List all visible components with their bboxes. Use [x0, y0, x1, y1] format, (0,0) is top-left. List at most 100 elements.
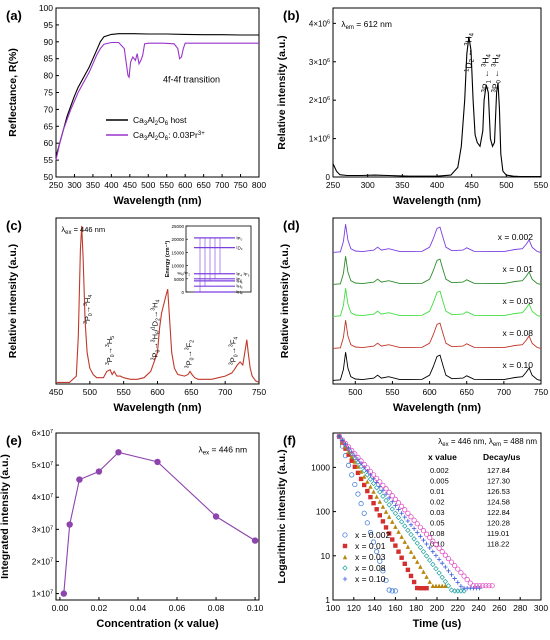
data-point — [368, 494, 373, 500]
x-tick-label: 220 — [451, 603, 465, 613]
x-tick-label: 500 — [83, 387, 97, 397]
data-point — [393, 543, 398, 548]
energy-level-label: ³H₅ — [236, 284, 243, 289]
series-label: x = 0.01 — [503, 264, 534, 274]
data-point — [398, 519, 405, 525]
x-axis-label: Concentration (x value) — [96, 618, 219, 630]
data-point — [396, 529, 401, 534]
data-point — [455, 580, 460, 585]
data-point — [449, 572, 454, 577]
annotation-lex: λex = 446 nm — [198, 444, 247, 456]
data-point — [452, 563, 458, 569]
x-tick-label: 250 — [326, 180, 340, 190]
data-point — [408, 549, 414, 554]
panel-label: (e) — [6, 433, 22, 448]
table-cell-decay: 119.01 — [487, 529, 509, 538]
data-point — [386, 489, 392, 495]
x-tick-label: 650 — [197, 180, 211, 190]
decay-series-0 — [336, 433, 398, 594]
y-tick-label: 75 — [44, 88, 54, 98]
data-point — [352, 464, 358, 470]
data-point — [433, 566, 439, 572]
data-point — [355, 470, 361, 476]
x-tick-label: 120 — [347, 603, 361, 613]
decay-series-2 — [337, 434, 448, 588]
y-tick-label: 0 — [326, 173, 331, 182]
y-tick-label: 50 — [44, 172, 54, 182]
y-tick-label: 1000 — [311, 462, 330, 472]
x-axis-label: Wavelength (nm) — [393, 402, 482, 414]
y-tick-label: 65 — [44, 121, 54, 131]
series-line-0 — [332, 224, 542, 253]
data-point — [339, 437, 345, 443]
data-point — [442, 552, 448, 558]
x-tick-label: 600 — [178, 180, 192, 190]
y-tick-label: 70 — [44, 104, 54, 114]
data-point — [443, 564, 448, 570]
data-point — [436, 583, 442, 588]
data-point — [390, 537, 395, 542]
data-point — [380, 493, 386, 499]
data-point — [402, 507, 408, 513]
data-point — [342, 554, 348, 560]
y-tick-label: 2×107 — [32, 557, 53, 566]
data-point — [442, 578, 449, 585]
x-tick-label: 500 — [499, 180, 513, 190]
data-point — [415, 559, 420, 564]
x-tick-label: 280 — [513, 603, 527, 613]
data-point — [411, 554, 417, 559]
y-tick-label: 1×107 — [32, 590, 53, 599]
data-point — [361, 461, 367, 467]
data-point — [342, 543, 348, 549]
data-point — [436, 570, 442, 576]
data-point — [427, 535, 433, 541]
x-tick-label: 160 — [388, 603, 402, 613]
y-tick-label: 2×106 — [309, 96, 330, 105]
data-point — [418, 564, 423, 569]
y-tick-label: 5×107 — [32, 461, 53, 470]
data-point — [458, 584, 464, 589]
data-point — [436, 545, 442, 551]
data-point — [458, 570, 464, 576]
table-cell-decay: 120.28 — [487, 519, 510, 528]
data-point — [405, 567, 411, 573]
x-tick-label: 550 — [117, 387, 131, 397]
legend-label: Ca3Al2O6: 0.03Pr3+ — [133, 130, 205, 142]
data-point — [346, 452, 351, 457]
data-point — [467, 580, 473, 586]
x-tick-label: 200 — [430, 603, 444, 613]
data-point — [458, 588, 464, 594]
data-point — [411, 579, 417, 585]
y-tick-label: 4×107 — [32, 493, 53, 502]
data-point — [352, 455, 358, 461]
annotation-c1: 3P0→3H4 — [83, 295, 94, 324]
legend-label: x = 0.08 — [355, 563, 386, 573]
data-point — [358, 476, 364, 482]
data-point — [365, 479, 370, 484]
data-point — [60, 590, 68, 597]
table-cell-decay: 127.84 — [487, 466, 510, 475]
y-tick-label: 1 — [325, 595, 330, 605]
x-tick-label: 700 — [497, 387, 511, 397]
data-point — [370, 480, 377, 487]
data-point — [342, 532, 348, 538]
data-point — [405, 527, 411, 534]
x-tick-label: 0.06 — [169, 603, 186, 613]
data-point — [421, 569, 426, 574]
x-tick-label: 260 — [492, 603, 506, 613]
data-point — [396, 549, 401, 554]
data-point — [251, 537, 259, 544]
data-point — [424, 574, 429, 579]
data-point — [399, 555, 404, 560]
y-tick-label: 6×107 — [32, 429, 53, 438]
legend-label: x = 0.03 — [355, 552, 386, 562]
table-cell-x: 0.05 — [430, 519, 445, 528]
x-axis-label: Wavelength (nm) — [113, 402, 202, 414]
data-point — [349, 458, 354, 463]
data-point — [374, 507, 379, 512]
x-tick-label: 650 — [460, 387, 474, 397]
y-tick-label: 1×106 — [309, 135, 330, 144]
x-tick-label: 250 — [49, 180, 63, 190]
legend-entry: x = 0.08 — [342, 563, 386, 573]
y-tick-label: 55 — [44, 155, 54, 165]
